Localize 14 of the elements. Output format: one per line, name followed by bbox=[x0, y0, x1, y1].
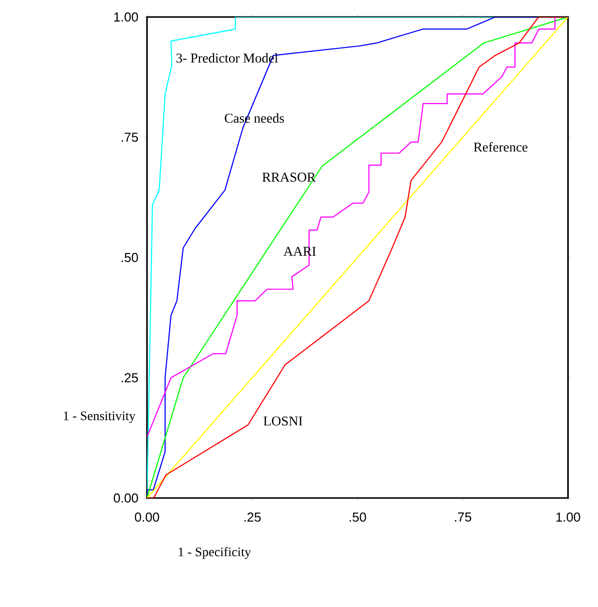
series-label: Reference bbox=[474, 142, 528, 152]
series-label: LOSNI bbox=[264, 416, 302, 426]
x-tick-label: 0.00 bbox=[134, 512, 160, 522]
x-tick-label: .50 bbox=[350, 512, 366, 522]
y-tick-label: 0.00 bbox=[114, 493, 138, 503]
y-tick-label: .50 bbox=[122, 252, 138, 262]
y-tick-label: .75 bbox=[122, 132, 138, 142]
x-tick-label: .75 bbox=[454, 512, 472, 522]
x-axis-title: 1 - Specificity bbox=[178, 547, 252, 559]
x-tick-label: 1.00 bbox=[556, 512, 580, 522]
x-tick-label: .25 bbox=[244, 512, 261, 522]
y-tick-label: .25 bbox=[122, 373, 138, 382]
y-tick-label: 1.00 bbox=[114, 12, 138, 22]
y-axis-title: 1 - Sensitivity bbox=[64, 412, 136, 423]
